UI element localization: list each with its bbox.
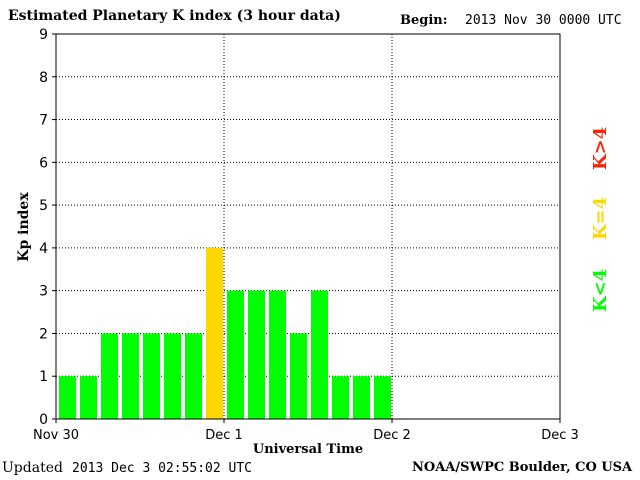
x-axis-label: Universal Time <box>253 442 363 457</box>
kp-bar <box>101 333 118 419</box>
x-tick-label: Dec 1 <box>205 428 243 443</box>
updated-value: 2013 Dec 3 02:55:02 UTC <box>72 461 253 476</box>
kp-bar <box>80 376 97 419</box>
x-axis-ticks: Nov 30 Dec 1 Dec 2 Dec 3 <box>33 419 579 443</box>
y-tick-label: 2 <box>39 326 48 342</box>
updated-label: Updated <box>2 460 63 476</box>
kp-bar <box>143 333 160 419</box>
y-tick-label: 0 <box>39 412 48 428</box>
kp-bar <box>248 290 265 419</box>
y-axis-ticks: 0 1 2 3 4 5 6 7 8 9 <box>39 27 56 428</box>
y-tick-label: 8 <box>39 70 48 86</box>
begin-label: Begin: <box>400 13 448 28</box>
y-tick-label: 5 <box>39 198 48 214</box>
y-tick-label: 6 <box>39 155 48 171</box>
legend-low: K<4 <box>590 268 611 312</box>
kp-bar <box>374 376 391 419</box>
kp-bar <box>269 290 286 419</box>
y-tick-label: 1 <box>39 369 48 385</box>
x-tick-label: Dec 3 <box>541 428 579 443</box>
begin-value: 2013 Nov 30 0000 UTC <box>465 13 622 28</box>
kp-bar <box>332 376 349 419</box>
credit-text: NOAA/SWPC Boulder, CO USA <box>412 460 633 475</box>
x-tick-label: Dec 2 <box>373 428 411 443</box>
kp-bar <box>122 333 139 419</box>
kp-bar <box>185 333 202 419</box>
page-title: Estimated Planetary K index (3 hour data… <box>8 8 341 24</box>
y-axis-label: Kp index <box>16 192 32 262</box>
y-tick-label: 7 <box>39 113 48 129</box>
kp-bar <box>353 376 370 419</box>
kp-bar <box>59 376 76 419</box>
kp-bar <box>290 333 307 419</box>
kp-bar <box>227 290 244 419</box>
kp-bar <box>164 333 181 419</box>
x-tick-label: Nov 30 <box>33 428 79 443</box>
y-tick-label: 3 <box>39 284 48 300</box>
chart-grid <box>56 34 560 419</box>
kp-bar <box>206 247 223 419</box>
legend-high: K>4 <box>590 126 611 170</box>
legend-equal: K=4 <box>590 196 611 240</box>
chart-bars <box>59 247 391 419</box>
y-tick-label: 4 <box>39 241 48 257</box>
plot-area-frame <box>55 33 561 420</box>
y-tick-label: 9 <box>39 27 48 43</box>
kp-bar <box>311 290 328 419</box>
